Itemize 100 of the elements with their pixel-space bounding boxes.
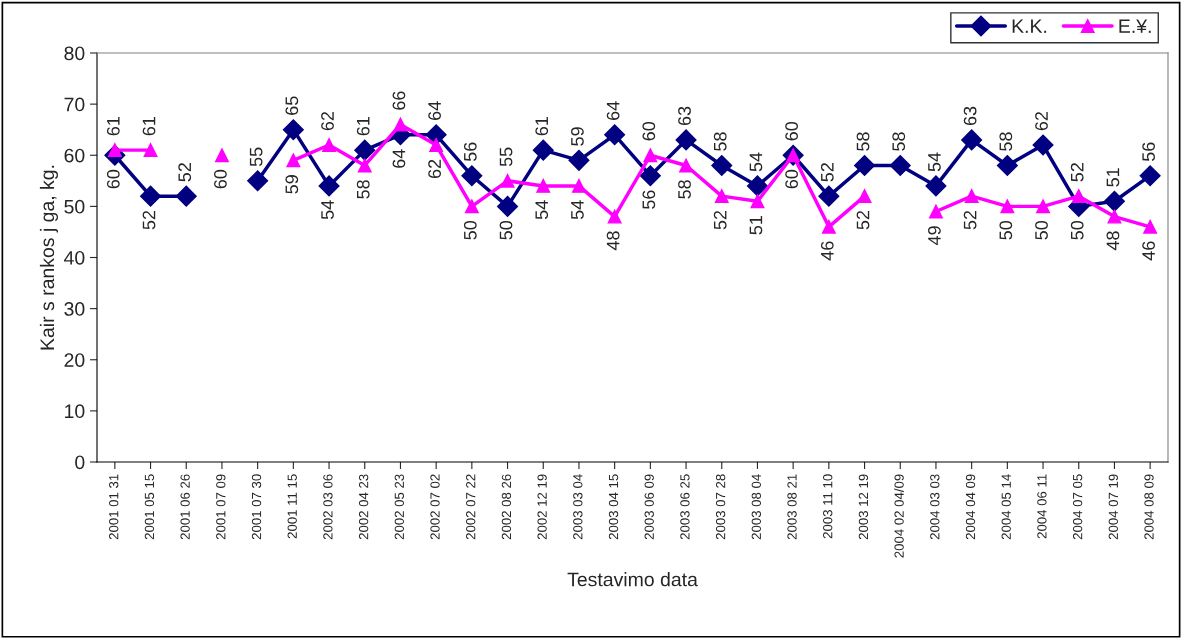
point bbox=[889, 154, 911, 176]
x-tick-label: 2004 07 19 bbox=[1108, 474, 1118, 540]
point bbox=[607, 209, 622, 224]
x-tick-label: 2004 03 03 bbox=[930, 474, 940, 540]
data-label: 48 bbox=[606, 231, 620, 251]
y-tick-label: 70 bbox=[64, 97, 85, 112]
y-axis-title: Kair s rankos j ga, kg. bbox=[39, 165, 59, 350]
data-label: 61 bbox=[535, 117, 549, 136]
point bbox=[286, 153, 301, 168]
data-label: 63 bbox=[963, 106, 977, 126]
data-label: 49 bbox=[928, 226, 941, 246]
data-label: 52 bbox=[178, 163, 192, 182]
point bbox=[143, 143, 158, 158]
x-tick-label: 2004 05 14 bbox=[1001, 474, 1011, 540]
data-label: 64 bbox=[606, 101, 620, 120]
point bbox=[964, 189, 979, 204]
x-tick-label: 2002 05 23 bbox=[394, 474, 404, 540]
data-label: 56 bbox=[1142, 142, 1155, 162]
point bbox=[711, 154, 733, 176]
point bbox=[497, 195, 519, 217]
x-tick-label: 2004 06 11 bbox=[1037, 474, 1047, 539]
data-label: 48 bbox=[1106, 231, 1120, 251]
point bbox=[429, 138, 444, 152]
point bbox=[604, 124, 626, 146]
x-tick-label: 2003 06 25 bbox=[680, 474, 690, 540]
data-label: 58 bbox=[678, 180, 691, 199]
data-label: 52 bbox=[713, 210, 727, 230]
point bbox=[318, 175, 340, 197]
data-label: 54 bbox=[571, 200, 584, 220]
data-label: 58 bbox=[999, 132, 1013, 151]
data-label: 50 bbox=[1035, 220, 1048, 240]
x-tick-label: 2004 08 09 bbox=[1144, 474, 1154, 540]
y-tick-label: 60 bbox=[64, 148, 85, 163]
data-label: 60 bbox=[785, 169, 798, 189]
point bbox=[1071, 189, 1086, 204]
x-tick-label: 2003 07 28 bbox=[715, 474, 726, 540]
point bbox=[568, 149, 590, 171]
point bbox=[357, 158, 372, 173]
point bbox=[818, 185, 840, 207]
point bbox=[393, 117, 408, 132]
x-tick-label: 2002 07 22 bbox=[466, 474, 476, 540]
x-tick-label: 2003 08 21 bbox=[787, 474, 797, 540]
data-label: 52 bbox=[963, 210, 977, 230]
data-label: 64 bbox=[428, 101, 441, 120]
legend-label: K.K. bbox=[1012, 19, 1047, 33]
data-label: 46 bbox=[1142, 241, 1155, 261]
x-tick-label: 2003 08 04 bbox=[751, 474, 761, 540]
y-tick-label: 80 bbox=[64, 46, 85, 61]
x-axis-title: Testavimo data bbox=[567, 572, 698, 587]
data-label: 62 bbox=[321, 111, 334, 131]
data-label: 60 bbox=[106, 169, 120, 189]
point bbox=[857, 189, 872, 204]
x-tick-label: 2001 01 31 bbox=[109, 474, 119, 540]
point bbox=[322, 138, 336, 152]
data-label: 50 bbox=[499, 220, 513, 240]
data-label: 61 bbox=[106, 117, 120, 136]
data-label: 58 bbox=[713, 132, 727, 151]
point bbox=[925, 175, 947, 197]
point bbox=[500, 173, 515, 188]
point bbox=[1036, 199, 1050, 214]
data-label: 64 bbox=[392, 149, 406, 168]
point bbox=[854, 154, 876, 176]
data-label: 66 bbox=[392, 91, 406, 110]
y-tick-label: 40 bbox=[64, 250, 85, 265]
x-tick-label: 2001 06 26 bbox=[180, 474, 190, 540]
x-tick-label: 2004 02 04/09 bbox=[894, 474, 904, 558]
x-tick-label: 2002 07 02 bbox=[430, 474, 440, 540]
data-label: 56 bbox=[642, 190, 656, 209]
data-label: 62 bbox=[428, 159, 441, 179]
data-label: 58 bbox=[856, 132, 870, 151]
data-label: 50 bbox=[463, 220, 477, 240]
data-label: 60 bbox=[214, 169, 227, 189]
data-label: 61 bbox=[356, 117, 370, 136]
x-tick-label: 2003 04 15 bbox=[608, 474, 619, 540]
y-tick-label: 0 bbox=[75, 455, 85, 470]
point bbox=[1000, 199, 1015, 214]
data-label: 61 bbox=[142, 117, 156, 136]
y-tick-label: 10 bbox=[65, 404, 85, 419]
x-tick-label: 2003 06 09 bbox=[644, 474, 654, 540]
point bbox=[140, 185, 162, 207]
point bbox=[1032, 134, 1054, 156]
x-tick-label: 2003 11 10 bbox=[823, 474, 833, 539]
data-label: 60 bbox=[642, 121, 656, 141]
x-tick-label: 2002 04 23 bbox=[358, 474, 369, 540]
data-label: 55 bbox=[249, 147, 263, 167]
point bbox=[572, 178, 586, 193]
point bbox=[750, 194, 765, 209]
point bbox=[714, 189, 729, 204]
point bbox=[1103, 190, 1125, 212]
data-label: 51 bbox=[749, 216, 763, 235]
x-tick-label: 2001 07 09 bbox=[216, 474, 226, 540]
point bbox=[464, 199, 479, 214]
point bbox=[1107, 209, 1122, 224]
point bbox=[639, 165, 661, 187]
point bbox=[175, 185, 197, 207]
point bbox=[461, 165, 483, 187]
point bbox=[532, 139, 554, 161]
point bbox=[354, 139, 376, 161]
x-tick-label: 2001 07 30 bbox=[251, 474, 262, 540]
x-tick-label: 2002 03 06 bbox=[323, 474, 333, 540]
